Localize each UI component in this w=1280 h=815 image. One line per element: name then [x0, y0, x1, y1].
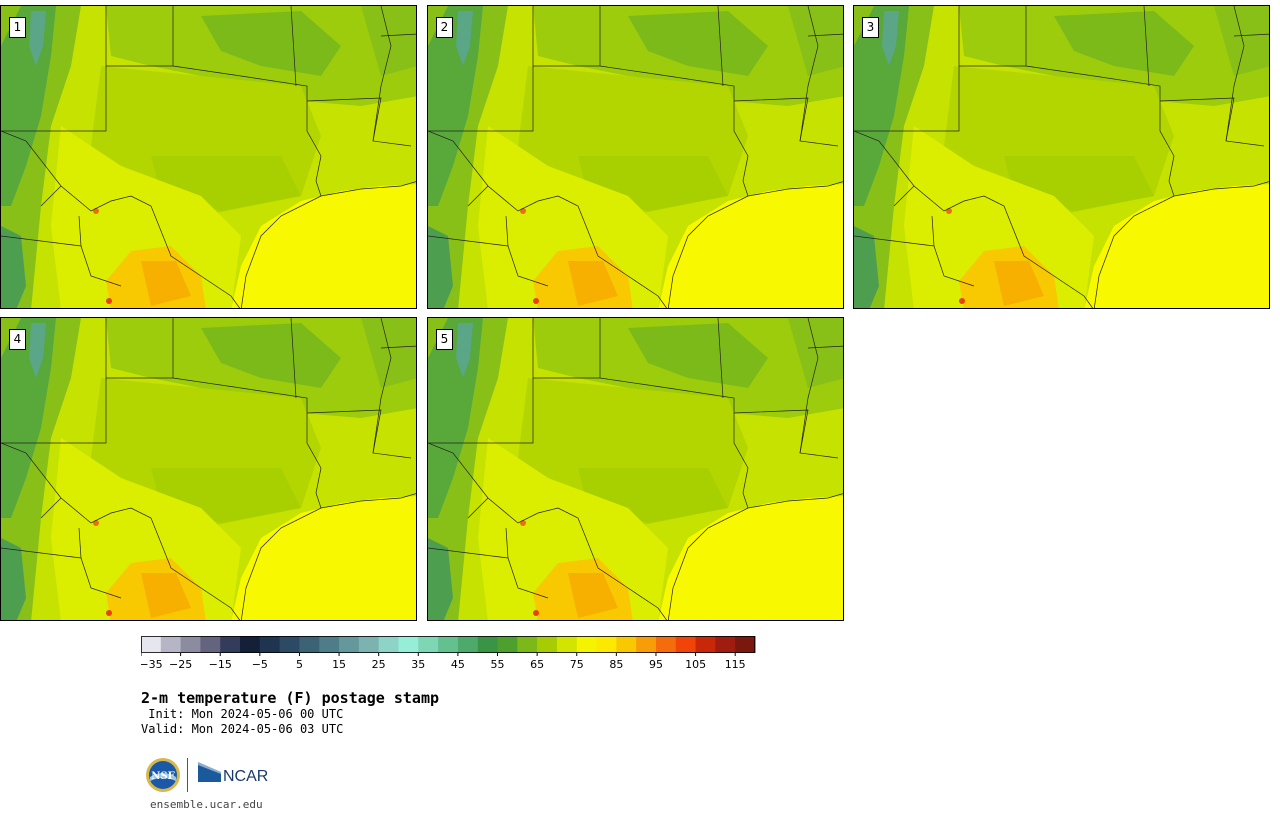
colorbar-bin — [240, 636, 261, 653]
colorbar-bin — [675, 636, 697, 653]
nsf-logo-icon: NSF — [146, 758, 180, 792]
member-map-panel: 1 — [0, 5, 417, 309]
temperature-map — [854, 6, 1269, 308]
colorbar-bin — [398, 636, 419, 653]
ncar-logo-text: NCAR — [223, 768, 268, 785]
colorbar-bin — [477, 636, 499, 653]
colorbar-bin — [339, 636, 360, 653]
colorbar-bin — [180, 636, 201, 653]
member-map-panel: 4 — [0, 317, 417, 621]
colorbar-bin — [378, 636, 399, 653]
colorbar-bin — [358, 636, 380, 653]
colorbar-tick-label: 35 — [411, 658, 425, 671]
colorbar-bin — [200, 636, 221, 653]
colorbar-bin — [438, 636, 459, 653]
colorbar-bin — [695, 636, 716, 653]
colorbar-bin — [160, 636, 182, 653]
colorbar-bin — [655, 636, 677, 653]
member-label: 5 — [436, 329, 453, 350]
init-time: Init: Mon 2024-05-06 00 UTC — [141, 707, 344, 721]
colorbar-bin — [259, 636, 281, 653]
member-map-panel: 2 — [427, 5, 844, 309]
colorbar-bin — [141, 636, 162, 653]
valid-time: Valid: Mon 2024-05-06 03 UTC — [141, 722, 344, 736]
member-map-panel: 5 — [427, 317, 844, 621]
colorbar-tick-label: 55 — [491, 658, 505, 671]
colorbar-tick-label: 75 — [570, 658, 584, 671]
colorbar-tick-label: 65 — [530, 658, 544, 671]
member-label: 4 — [9, 329, 26, 350]
colorbar-tick-label: 5 — [296, 658, 303, 671]
website-url: ensemble.ucar.edu — [150, 798, 263, 811]
colorbar-bin — [636, 636, 657, 653]
colorbar-bin — [715, 636, 736, 653]
temperature-colorbar: −35 −25 −15 −5 5 15 25 35 45 55 65 75 85 95 105 115 — [141, 636, 756, 671]
colorbar-border — [141, 636, 755, 653]
colorbar-bin — [418, 636, 439, 653]
member-label: 1 — [9, 17, 26, 38]
colorbar-tick-label: 95 — [649, 658, 663, 671]
colorbar-bin — [457, 636, 479, 653]
colorbar-tick-label: −25 — [169, 658, 192, 671]
colorbar-bin — [735, 636, 756, 653]
colorbar-tick-label: 85 — [609, 658, 623, 671]
temperature-map — [1, 318, 416, 620]
colorbar-tick-label: −35 — [141, 658, 163, 671]
product-title: 2-m temperature (F) postage stamp — [141, 689, 440, 707]
colorbar-bin — [556, 636, 578, 653]
colorbar-bin — [220, 636, 241, 653]
colorbar-bin — [517, 636, 538, 653]
colorbar-tick-label: −15 — [209, 658, 232, 671]
member-label: 2 — [436, 17, 453, 38]
colorbar-tick-label: 45 — [451, 658, 465, 671]
colorbar-tick-label: 25 — [372, 658, 386, 671]
colorbar-bin — [497, 636, 518, 653]
colorbar-tick-label: −5 — [252, 658, 268, 671]
colorbar-bin — [279, 636, 300, 653]
member-map-panel: 3 — [853, 5, 1270, 309]
colorbar-bin — [299, 636, 320, 653]
temperature-map — [428, 318, 843, 620]
colorbar-bin — [616, 636, 637, 653]
colorbar-bin — [537, 636, 558, 653]
ncar-logo-icon: NCAR — [198, 762, 268, 785]
colorbar-bin — [319, 636, 340, 653]
logo-divider — [187, 758, 188, 792]
temperature-map — [428, 6, 843, 308]
colorbar-tick-label: 15 — [332, 658, 346, 671]
colorbar-tick-label: 105 — [685, 658, 706, 671]
nsf-logo-text: NSF — [151, 771, 174, 782]
colorbar-bin — [576, 636, 598, 653]
member-label: 3 — [862, 17, 879, 38]
colorbar-bin — [596, 636, 617, 653]
temperature-map — [1, 6, 416, 308]
colorbar-tick-label: 115 — [725, 658, 746, 671]
